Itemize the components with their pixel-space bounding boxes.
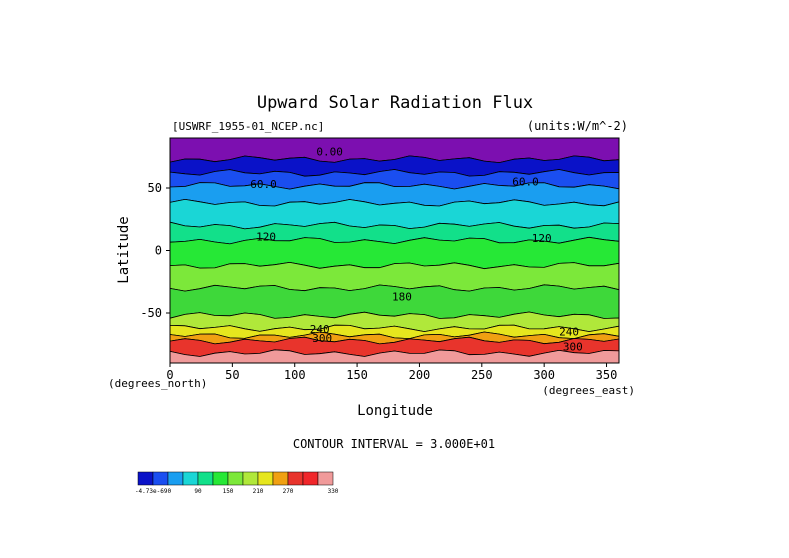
x-axis: 0 50 100 150 200 250 300 350 <box>166 363 617 382</box>
source-label: [USWRF_1955-01_NCEP.nc] <box>172 120 324 133</box>
y-tick-label: 0 <box>155 244 162 258</box>
colorbar-swatch <box>167 471 184 486</box>
y-tick-label: -50 <box>140 306 162 320</box>
colorbar-label: 90 <box>194 488 202 495</box>
x-tick-label: 200 <box>409 368 431 382</box>
colorbar-swatch <box>152 471 169 486</box>
plot-frame <box>169 137 620 364</box>
colorbar-label: 330 <box>328 488 339 495</box>
contour-label: 180 <box>392 291 412 304</box>
latitude-band <box>170 349 619 363</box>
contour-label: 300 <box>563 341 583 354</box>
colorbar-label: 210 <box>253 488 264 495</box>
colorbar-swatch <box>242 471 259 486</box>
colorbar-swatch <box>287 471 304 486</box>
x-tick-label: 150 <box>346 368 368 382</box>
colorbar-swatch <box>272 471 289 486</box>
x-tick-label: 100 <box>284 368 306 382</box>
colorbar-swatch <box>137 471 154 486</box>
x-tick-label: 250 <box>471 368 493 382</box>
plot-area <box>170 138 619 363</box>
y-axis-label: Latitude <box>116 216 132 283</box>
colorbar-swatch <box>257 471 274 486</box>
colorbar-swatch <box>302 471 319 486</box>
units-label: (units:W/m^-2) <box>527 119 628 133</box>
x-tick-label: 50 <box>225 368 239 382</box>
contour-label: 120 <box>256 231 276 244</box>
contour-label: 60.0 <box>512 176 539 189</box>
colorbar-label: -4.73e-690 <box>135 488 172 495</box>
colorbar-label: 270 <box>283 488 294 495</box>
colorbar: -4.73e-690 90 150 210 270 330 <box>135 471 339 495</box>
x-axis-label: Longitude <box>357 403 433 419</box>
x-tick-label: 350 <box>596 368 618 382</box>
contour-label: 300 <box>312 332 332 345</box>
x-unit-label: (degrees_east) <box>542 384 635 397</box>
contour-label: 240 <box>310 323 330 336</box>
contour-label: 60.0 <box>250 178 277 191</box>
chart-title: Upward Solar Radiation Flux <box>257 93 533 113</box>
x-tick-label: 0 <box>166 368 173 382</box>
colorbar-swatch <box>182 471 199 486</box>
colorbar-swatch <box>212 471 229 486</box>
contour-label: 240 <box>559 326 579 339</box>
colorbar-swatch <box>317 471 334 486</box>
colorbar-label: 150 <box>223 488 234 495</box>
contour-interval-text: CONTOUR INTERVAL = 3.000E+01 <box>293 437 495 451</box>
y-tick-label: 50 <box>148 181 162 195</box>
y-axis: 50 0 -50 <box>140 181 170 320</box>
contour-label: 0.00 <box>316 146 343 159</box>
colorbar-swatch <box>197 471 214 486</box>
colorbar-swatch <box>227 471 244 486</box>
contour-label: 120 <box>532 232 552 245</box>
y-unit-label: (degrees_north) <box>108 377 207 390</box>
x-tick-label: 300 <box>533 368 555 382</box>
